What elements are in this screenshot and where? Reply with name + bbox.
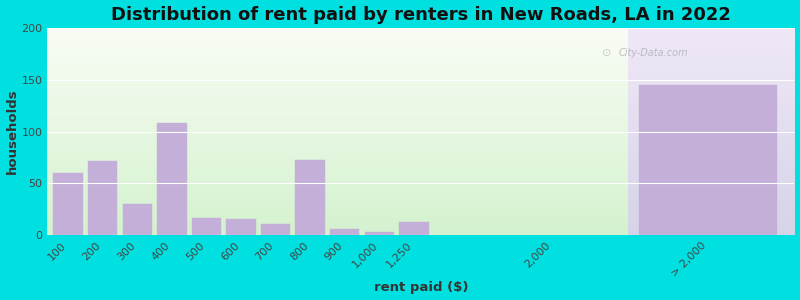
Bar [192,218,221,236]
Bar [122,204,152,236]
Bar [365,232,394,236]
Bar [399,222,429,236]
Bar [638,85,777,236]
Bar [226,219,256,236]
Bar [330,229,359,236]
Bar [54,173,82,236]
Y-axis label: households: households [6,89,18,174]
Bar [157,123,186,236]
Bar [295,160,325,236]
X-axis label: rent paid ($): rent paid ($) [374,281,468,294]
Bar [261,224,290,236]
Title: Distribution of rent paid by renters in New Roads, LA in 2022: Distribution of rent paid by renters in … [111,6,731,24]
Text: City-Data.com: City-Data.com [619,48,689,58]
Text: ⊙: ⊙ [602,48,611,58]
Bar [88,161,118,236]
